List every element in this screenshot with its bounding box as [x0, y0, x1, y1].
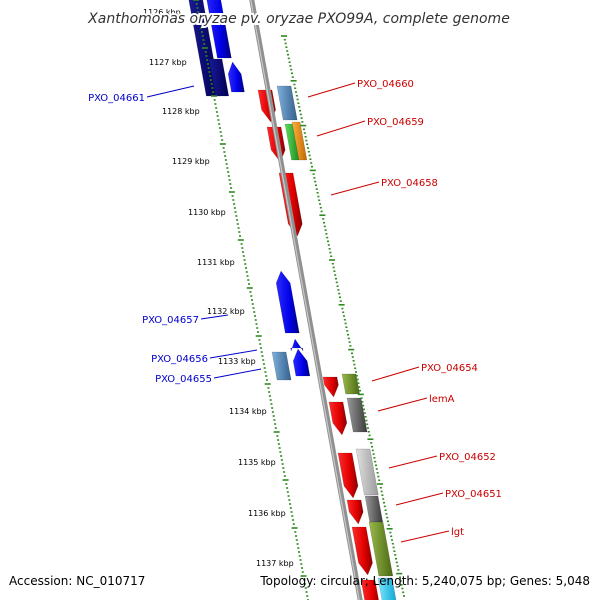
gene-block[interactable]: [368, 521, 394, 577]
gene-arrow[interactable]: [322, 376, 339, 398]
backbone-line: [249, 0, 363, 600]
leader-line: [213, 368, 262, 379]
ruler-label: 1137 kbp: [256, 559, 294, 568]
ruler-label: 1128 kbp: [162, 107, 200, 116]
genome-title: Xanthomonas oryzae pv. oryzae PXO99A, co…: [87, 11, 510, 27]
leader-line: [307, 82, 356, 98]
gene-arrow[interactable]: [275, 270, 300, 334]
gene-label[interactable]: PXO_04655: [155, 374, 212, 385]
gene-label[interactable]: PXO_04660: [357, 79, 414, 90]
leader-line: [377, 397, 428, 412]
leader-line: [200, 314, 229, 320]
leader-line: [209, 349, 258, 359]
gene-block[interactable]: [271, 351, 292, 381]
ruler-label: 1126 kbp: [143, 8, 181, 17]
ruler-label: 1132 kbp: [207, 307, 245, 316]
gene-label[interactable]: PXO_04654: [421, 363, 478, 374]
gene-block[interactable]: [360, 579, 381, 600]
leader-line: [400, 530, 450, 543]
gene-label[interactable]: PXO_04651: [445, 489, 502, 500]
ruler-label: 1129 kbp: [172, 157, 210, 166]
ruler: 1126 kbp 1127 kbp 1128 kbp 1129 kbp 1130 kbp…: [143, 8, 294, 568]
gene-label[interactable]: lemA: [429, 394, 455, 405]
ruler-label: 1131 kbp: [197, 258, 235, 267]
ruler-label: 1133 kbp: [218, 357, 256, 366]
ruler-label: 1127 kbp: [149, 58, 187, 67]
gene-block[interactable]: [346, 397, 368, 433]
gene-block[interactable]: [291, 121, 308, 161]
gene-labels: PXO_04660 PXO_04659 PXO_04658 PXO_04654 lemA…: [88, 79, 502, 543]
ruler-label: 1130 kbp: [188, 208, 226, 217]
backbone-highlight: [250, 0, 360, 600]
gene-label[interactable]: lgt: [451, 527, 464, 538]
gene-arrow[interactable]: [346, 499, 364, 525]
leader-line: [330, 181, 380, 196]
gene-label[interactable]: PXO_04661: [88, 93, 145, 104]
gene-arrow[interactable]: [292, 348, 311, 377]
gene-block[interactable]: [205, 0, 232, 59]
gene-arrow[interactable]: [328, 401, 348, 436]
gene-block[interactable]: [208, 58, 230, 97]
gene-block[interactable]: [276, 85, 298, 121]
gene-label[interactable]: PXO_04652: [439, 452, 496, 463]
gene-label[interactable]: PXO_04659: [367, 117, 424, 128]
gene-block[interactable]: [377, 577, 398, 600]
leader-line: [388, 455, 438, 469]
gene-arrow[interactable]: [227, 61, 245, 93]
gene-arrow[interactable]: [290, 338, 304, 352]
gene-track: [188, 0, 398, 600]
scale-ticks: [193, 0, 405, 600]
ruler-label: 1136 kbp: [248, 509, 286, 518]
gene-arrow[interactable]: [351, 526, 373, 576]
gene-block[interactable]: [355, 448, 379, 496]
topology-text: Topology: circular; Length: 5,240,075 bp…: [260, 574, 590, 588]
ruler-label: 1134 kbp: [229, 407, 267, 416]
gene-label[interactable]: PXO_04658: [381, 178, 438, 189]
gene-arrow[interactable]: [337, 452, 359, 499]
leader-line: [395, 492, 444, 506]
accession-text: Accession: NC_010717: [9, 574, 146, 588]
leader-line: [146, 85, 195, 98]
gene-block[interactable]: [364, 495, 384, 523]
leader-line: [316, 120, 366, 137]
gene-label[interactable]: PXO_04657: [142, 315, 199, 326]
ruler-label: 1135 kbp: [238, 458, 276, 467]
gene-block[interactable]: [341, 373, 360, 395]
gene-label[interactable]: PXO_04656: [151, 354, 208, 365]
leader-line: [371, 366, 420, 382]
